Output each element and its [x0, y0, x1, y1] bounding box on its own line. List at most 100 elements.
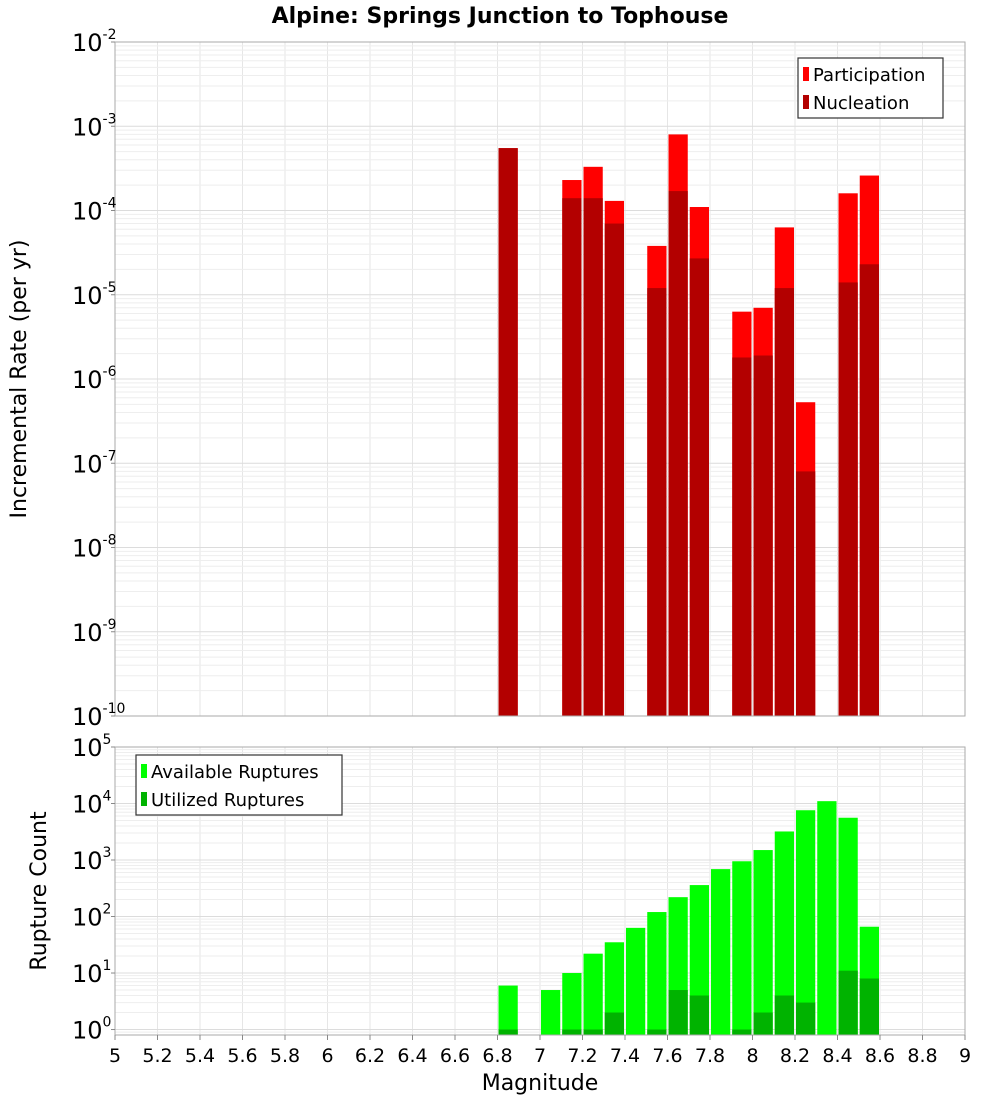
bar-nucleation: [732, 357, 752, 716]
y-tick-label: 10-5: [72, 280, 117, 310]
legend-label: Nucleation: [813, 93, 909, 114]
x-tick-label: 7.6: [652, 1045, 682, 1067]
bar-nucleation: [647, 288, 667, 716]
bar-utilized-ruptures: [753, 1012, 773, 1035]
bar-available-ruptures: [562, 973, 582, 1035]
bar-available-ruptures: [753, 850, 773, 1035]
y-tick-label: 10-8: [72, 533, 117, 563]
legend-swatch: [141, 764, 147, 778]
bar-available-ruptures: [774, 831, 794, 1035]
legend-label: Utilized Ruptures: [151, 790, 304, 811]
bar-utilized-ruptures: [498, 1029, 518, 1035]
bar-available-ruptures: [604, 942, 624, 1035]
x-tick-label: 6.4: [397, 1045, 427, 1067]
bar-utilized-ruptures: [732, 1029, 752, 1035]
bar-utilized-ruptures: [774, 995, 794, 1035]
bar-nucleation: [838, 282, 858, 716]
bar-utilized-ruptures: [562, 1029, 582, 1035]
legend-swatch: [803, 95, 809, 109]
x-tick-label: 6: [321, 1045, 333, 1067]
bar-nucleation: [689, 258, 709, 716]
bar-utilized-ruptures: [796, 1002, 816, 1035]
bar-utilized-ruptures: [583, 1029, 603, 1035]
legend-box: [797, 57, 944, 119]
x-tick-label: 5.4: [185, 1045, 215, 1067]
x-tick-label: 8.8: [907, 1045, 937, 1067]
y-tick-label: 105: [72, 732, 111, 762]
bar-utilized-ruptures: [838, 970, 858, 1035]
count-y-ticks: 100 101 102 103 104 105: [72, 732, 115, 1045]
rate-y-ticks: 10-10 10-9 10-8 10-7 10-6 10-5 10-4 10-3 10-2: [72, 27, 125, 731]
bar-utilized-ruptures: [647, 1029, 667, 1035]
bar-available-ruptures: [541, 990, 561, 1035]
x-tick-label: 8.4: [822, 1045, 852, 1067]
bar-utilized-ruptures: [859, 978, 879, 1035]
legend-swatch: [141, 792, 147, 806]
bar-nucleation: [796, 471, 816, 716]
x-tick-label: 5.6: [227, 1045, 257, 1067]
bar-available-ruptures: [711, 869, 731, 1035]
x-tick-label: 5: [109, 1045, 121, 1067]
bar-nucleation: [498, 148, 518, 716]
bar-available-ruptures: [732, 861, 752, 1035]
legend-label: Participation: [813, 65, 925, 86]
bar-available-ruptures: [817, 801, 837, 1035]
bar-available-ruptures: [796, 810, 816, 1035]
y-tick-label: 10-10: [72, 701, 125, 731]
bar-available-ruptures: [498, 985, 518, 1035]
bar-nucleation: [583, 198, 603, 716]
chart-title: Alpine: Springs Junction to Tophouse: [272, 4, 729, 29]
count-y-axis-label: Rupture Count: [27, 811, 52, 971]
bar-utilized-ruptures: [604, 1012, 624, 1035]
x-tick-label: 9: [959, 1045, 971, 1067]
y-tick-label: 10-4: [72, 196, 117, 226]
bar-nucleation: [668, 191, 688, 717]
count-legend[interactable]: Available Ruptures Utilized Ruptures: [135, 754, 343, 816]
bar-nucleation: [859, 264, 879, 716]
legend-box: [135, 754, 343, 816]
y-tick-label: 10-7: [72, 448, 117, 478]
x-tick-label: 8.2: [780, 1045, 810, 1067]
x-tick-label: 7: [534, 1045, 546, 1067]
y-tick-label: 10-6: [72, 364, 117, 394]
magnitude-x-ticks: 5 5.2 5.4 5.6 5.8 6 6.2 6.4 6.6 6.8 7 7.2 7.4 7.6 7.8 8…: [109, 1035, 971, 1067]
x-tick-label: 8: [746, 1045, 758, 1067]
y-tick-label: 10-3: [72, 111, 117, 141]
x-tick-label: 7.2: [567, 1045, 597, 1067]
rate-y-axis-label: Incremental Rate (per yr): [7, 240, 32, 519]
rate-bars: [498, 134, 879, 717]
x-tick-label: 6.8: [482, 1045, 512, 1067]
legend-label: Available Ruptures: [151, 762, 319, 783]
legend-swatch: [803, 67, 809, 81]
count-bars: [498, 801, 879, 1035]
y-tick-label: 101: [72, 958, 111, 988]
bar-utilized-ruptures: [668, 990, 688, 1035]
x-tick-label: 7.8: [695, 1045, 725, 1067]
count-panel: 100 101 102 103 104 105 5 5.2 5.4 5.6 5.8 6 6.2 6.4 6…: [27, 732, 971, 1096]
bar-nucleation: [562, 198, 582, 716]
y-tick-label: 104: [72, 789, 112, 819]
rate-grid: [114, 41, 966, 717]
x-tick-label: 5.8: [270, 1045, 300, 1067]
y-tick-label: 10-2: [72, 27, 117, 57]
rate-legend[interactable]: Participation Nucleation: [797, 57, 944, 119]
x-tick-label: 6.2: [355, 1045, 385, 1067]
x-tick-label: 5.2: [142, 1045, 172, 1067]
y-tick-label: 100: [72, 1015, 111, 1045]
bar-available-ruptures: [626, 927, 646, 1035]
rate-panel: 10-10 10-9 10-8 10-7 10-6 10-5 10-4 10-3 10-2 In…: [7, 27, 966, 731]
bar-nucleation: [753, 355, 773, 716]
bar-available-ruptures: [583, 953, 603, 1035]
x-tick-label: 7.4: [610, 1045, 640, 1067]
bar-nucleation: [774, 288, 794, 716]
x-tick-label: 6.6: [440, 1045, 470, 1067]
bar-nucleation: [604, 223, 624, 717]
bar-available-ruptures: [647, 912, 667, 1035]
x-tick-label: 8.6: [865, 1045, 895, 1067]
bar-utilized-ruptures: [689, 995, 709, 1035]
y-tick-label: 103: [72, 845, 111, 875]
x-axis-label: Magnitude: [482, 1071, 599, 1096]
y-tick-label: 102: [72, 902, 111, 932]
y-tick-label: 10-9: [72, 617, 117, 647]
